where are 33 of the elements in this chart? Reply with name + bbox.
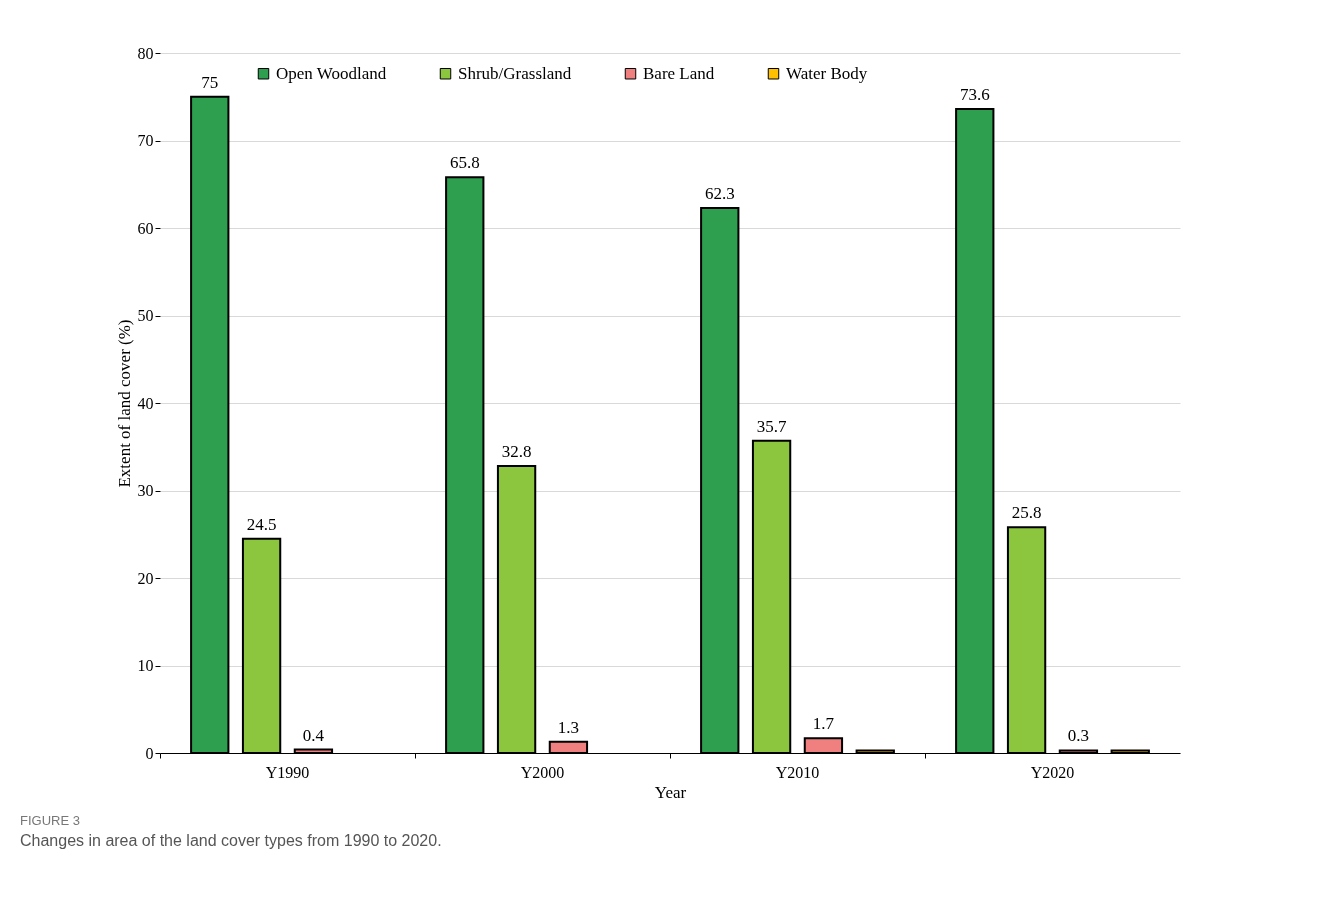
data-label: 0.4: [302, 725, 325, 745]
legend-label: Water Body: [786, 63, 868, 83]
data-label: 0.3: [1067, 726, 1090, 746]
data-label: 24.5: [246, 514, 277, 534]
data-label: 65.8: [449, 153, 480, 173]
y-tick-label: 0: [145, 744, 154, 762]
data-label: 25.8: [1011, 503, 1042, 523]
data-label: 1.3: [557, 717, 580, 737]
y-tick-label: 80: [137, 44, 154, 62]
x-tick-label: Y2020: [1030, 763, 1075, 781]
x-tick-label: Y2000: [520, 763, 565, 781]
y-tick-label: 30: [137, 482, 154, 499]
y-tick-label: 60: [137, 219, 154, 237]
data-label: 32.8: [501, 442, 532, 461]
data-label: 35.7: [756, 416, 787, 436]
x-tick-label: Y2010: [775, 763, 820, 781]
legend-label: Open Woodland: [276, 63, 387, 83]
y-tick-label: 20: [137, 569, 154, 587]
y-tick-label: 70: [137, 132, 154, 149]
data-label: 73.6: [959, 85, 990, 104]
legend-label: Bare Land: [643, 63, 715, 83]
y-tick-label: 10: [137, 657, 154, 674]
data-label: 62.3: [704, 183, 735, 203]
y-tick-label: 40: [137, 394, 154, 412]
x-tick-label: Y1990: [265, 763, 310, 781]
x-axis-title: Year: [654, 782, 687, 802]
y-axis-title: Extent of land cover (%): [114, 319, 134, 488]
data-label: 75: [201, 72, 219, 92]
y-tick-label: 50: [137, 307, 154, 324]
legend-label: Shrub/Grassland: [458, 63, 572, 83]
data-label: 1.7: [812, 714, 835, 734]
caption: FIGURE 3: [20, 813, 81, 828]
text: Changes in area of the land cover types from 1990 to 2020.: [20, 832, 443, 850]
